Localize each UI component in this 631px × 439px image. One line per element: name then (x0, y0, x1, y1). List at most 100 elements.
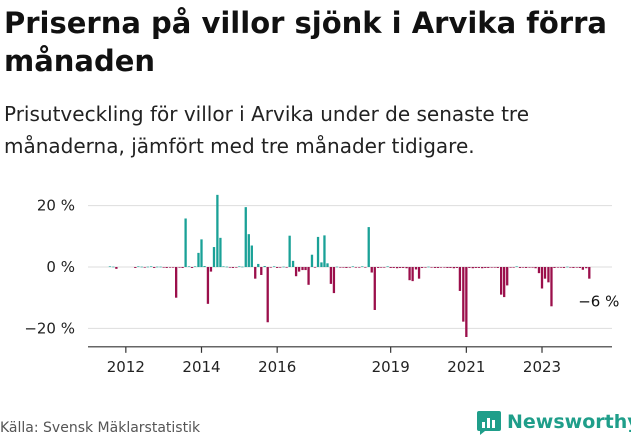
bar (500, 267, 503, 295)
bar (316, 236, 320, 267)
bar (168, 267, 172, 268)
bar (153, 267, 156, 268)
bar (143, 267, 146, 268)
bar (181, 267, 184, 268)
bar (537, 267, 541, 274)
bar (203, 266, 206, 267)
bar (386, 266, 389, 267)
bar (547, 267, 550, 283)
bar (351, 266, 354, 267)
newsworthy-chart-icon (477, 411, 501, 435)
bar (323, 235, 326, 267)
bar (263, 266, 266, 267)
bar (506, 267, 509, 286)
bar (238, 266, 241, 267)
bar (370, 267, 373, 273)
x-tick-label: 2012 (107, 358, 145, 376)
bar (427, 266, 430, 268)
bar (402, 267, 405, 268)
bar (361, 266, 364, 267)
bar (433, 267, 437, 268)
bar (398, 267, 402, 268)
bar (108, 266, 112, 267)
bar (588, 267, 591, 279)
bar (257, 263, 260, 267)
x-tick-label: 2021 (447, 358, 485, 376)
bar (487, 267, 490, 268)
bar (193, 266, 197, 267)
x-tick-label: 2014 (182, 358, 220, 376)
bar (490, 267, 493, 268)
bar (550, 267, 553, 307)
bar (477, 267, 480, 268)
bar (326, 263, 329, 267)
bar (414, 267, 418, 270)
bar (294, 267, 298, 277)
bar (481, 267, 484, 269)
bar (288, 235, 291, 267)
bar (474, 267, 477, 268)
bar (553, 267, 556, 268)
bar (373, 267, 376, 310)
bar (408, 267, 411, 281)
bar (446, 267, 449, 268)
bar (244, 207, 247, 267)
bar (405, 267, 408, 269)
bar (285, 267, 288, 268)
bar (509, 267, 512, 268)
bar (150, 266, 153, 267)
y-tick-label: 20 % (37, 197, 75, 215)
bar (543, 267, 547, 279)
brand-name: Newsworthy (507, 411, 631, 433)
bar (171, 267, 175, 268)
bar (329, 267, 333, 284)
bar (458, 267, 462, 291)
bar (556, 267, 560, 268)
tick-labels: 20 % 0 % −20 % 2012 2014 2016 2019 2021 2023 −6 % (24, 197, 619, 376)
bar (515, 266, 518, 267)
chart-title: Priserna på villor sjönk i Arvika förra … (4, 6, 607, 78)
bar (115, 267, 118, 269)
bar (178, 267, 181, 268)
bar (417, 267, 421, 279)
bar (468, 267, 471, 268)
bar (184, 218, 187, 267)
bar-chart: 20 % 0 % −20 % 2012 2014 2016 2019 2021 2023 −6 % (24, 194, 619, 376)
bar (358, 267, 361, 268)
bar (572, 267, 575, 268)
bar (364, 267, 367, 268)
x-tick-label: 2019 (372, 358, 410, 376)
bar (137, 266, 140, 267)
bar (436, 267, 440, 268)
bar (187, 266, 191, 267)
bar (159, 266, 162, 268)
bar (471, 267, 474, 269)
bar (575, 267, 578, 268)
bar (585, 267, 588, 269)
bar (342, 267, 345, 268)
bar (250, 245, 253, 267)
bar (581, 267, 585, 270)
bar (559, 267, 563, 268)
bar (452, 267, 455, 269)
bar (146, 266, 149, 268)
bar (266, 267, 269, 323)
bar (276, 267, 279, 268)
chart-subtitle: Prisutveckling för villor i Arvika under… (4, 102, 530, 158)
bar (332, 267, 336, 294)
latest-value-annotation: −6 % (578, 292, 619, 310)
bar (484, 267, 487, 268)
bar (395, 267, 399, 269)
bar (540, 267, 544, 289)
y-tick-label: −20 % (24, 319, 75, 337)
bar (521, 267, 525, 268)
bar (165, 267, 168, 268)
bar (562, 267, 566, 268)
bar (272, 266, 276, 267)
bar (462, 267, 465, 322)
bar (254, 267, 257, 279)
bar (383, 267, 386, 268)
bars (108, 194, 591, 337)
bar (339, 267, 342, 268)
bar (301, 267, 304, 271)
